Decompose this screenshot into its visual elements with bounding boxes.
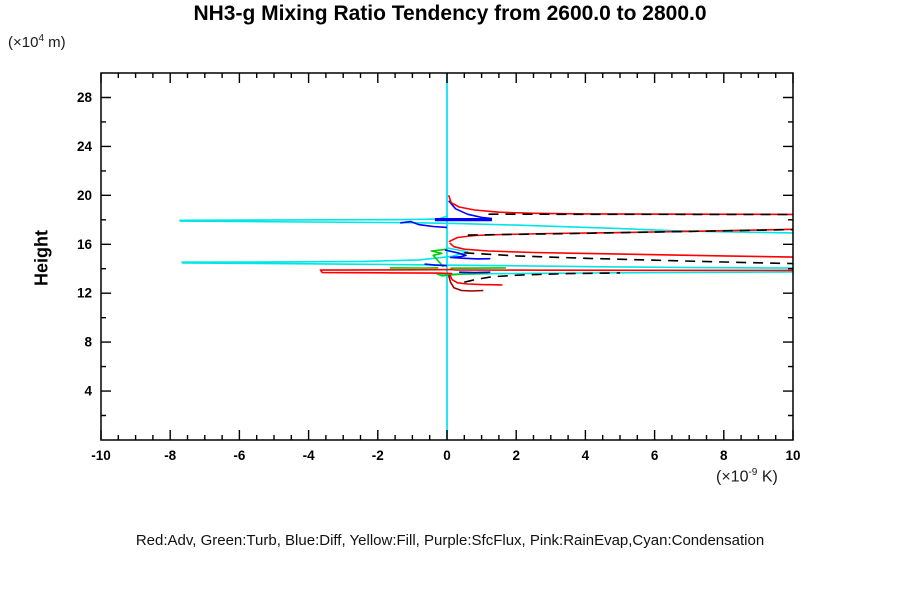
y-tick-label: 20 [77, 188, 92, 203]
x-tick-label: -2 [372, 448, 384, 463]
x-unit-prefix: (×10 [716, 468, 749, 486]
series-diff-upper-curve [448, 200, 493, 220]
y-unit-suffix: m) [44, 34, 66, 51]
series-total-middle-dashed [464, 252, 793, 265]
y-tick-label: 4 [84, 384, 92, 399]
series-adv-lower-dip [449, 274, 503, 286]
series-adv-upper-curve [447, 195, 793, 216]
chart-title: NH3-g Mixing Ratio Tendency from 2600.0 … [193, 2, 707, 25]
x-unit-exponent: -9 [748, 467, 758, 478]
series-adv-dark-lower-curl [447, 275, 484, 292]
y-unit-exponent: 4 [38, 33, 45, 44]
series-condensation-lower-branch [434, 271, 793, 276]
x-tick-label: 8 [720, 448, 728, 463]
x-tick-label: -8 [164, 448, 176, 463]
color-legend: Red:Adv, Green:Turb, Blue:Diff, Yellow:F… [135, 532, 765, 549]
series-total-upper2-dashed [467, 228, 793, 236]
x-tick-label: 0 [443, 448, 451, 463]
series-condensation-middle-spike [181, 247, 793, 269]
x-unit-suffix: K) [757, 468, 778, 486]
x-tick-label: 4 [582, 448, 590, 463]
x-tick-label: 6 [651, 448, 659, 463]
x-tick-label: 10 [785, 448, 800, 463]
series-diff-upper-left-branch [400, 220, 448, 229]
series-turb-center-spike [430, 248, 448, 268]
y-unit-prefix: (×10 [8, 34, 39, 51]
axis-ticks [100, 73, 794, 440]
x-tick-label: 2 [512, 448, 520, 463]
y-axis-unit-label: (×104 m) [8, 33, 66, 51]
y-tick-label: 16 [77, 237, 93, 252]
series-diff-middle-zigzag [444, 249, 491, 260]
y-tick-label: 8 [84, 335, 92, 350]
series-adv-left-spike [319, 268, 454, 275]
y-tick-label: 12 [77, 286, 92, 301]
x-axis-unit-label: (×10-9 K) [716, 467, 778, 486]
x-tick-label: -4 [303, 448, 315, 463]
series-total-lower-dashed [464, 272, 621, 283]
y-tick-label: 24 [77, 139, 93, 154]
series-adv-middle-curve [449, 242, 793, 258]
y-tick-label: 28 [77, 90, 93, 105]
x-tick-label: -6 [233, 448, 245, 463]
series-diff-middle-left-branch [424, 263, 448, 267]
x-tick-label: -10 [91, 448, 111, 463]
